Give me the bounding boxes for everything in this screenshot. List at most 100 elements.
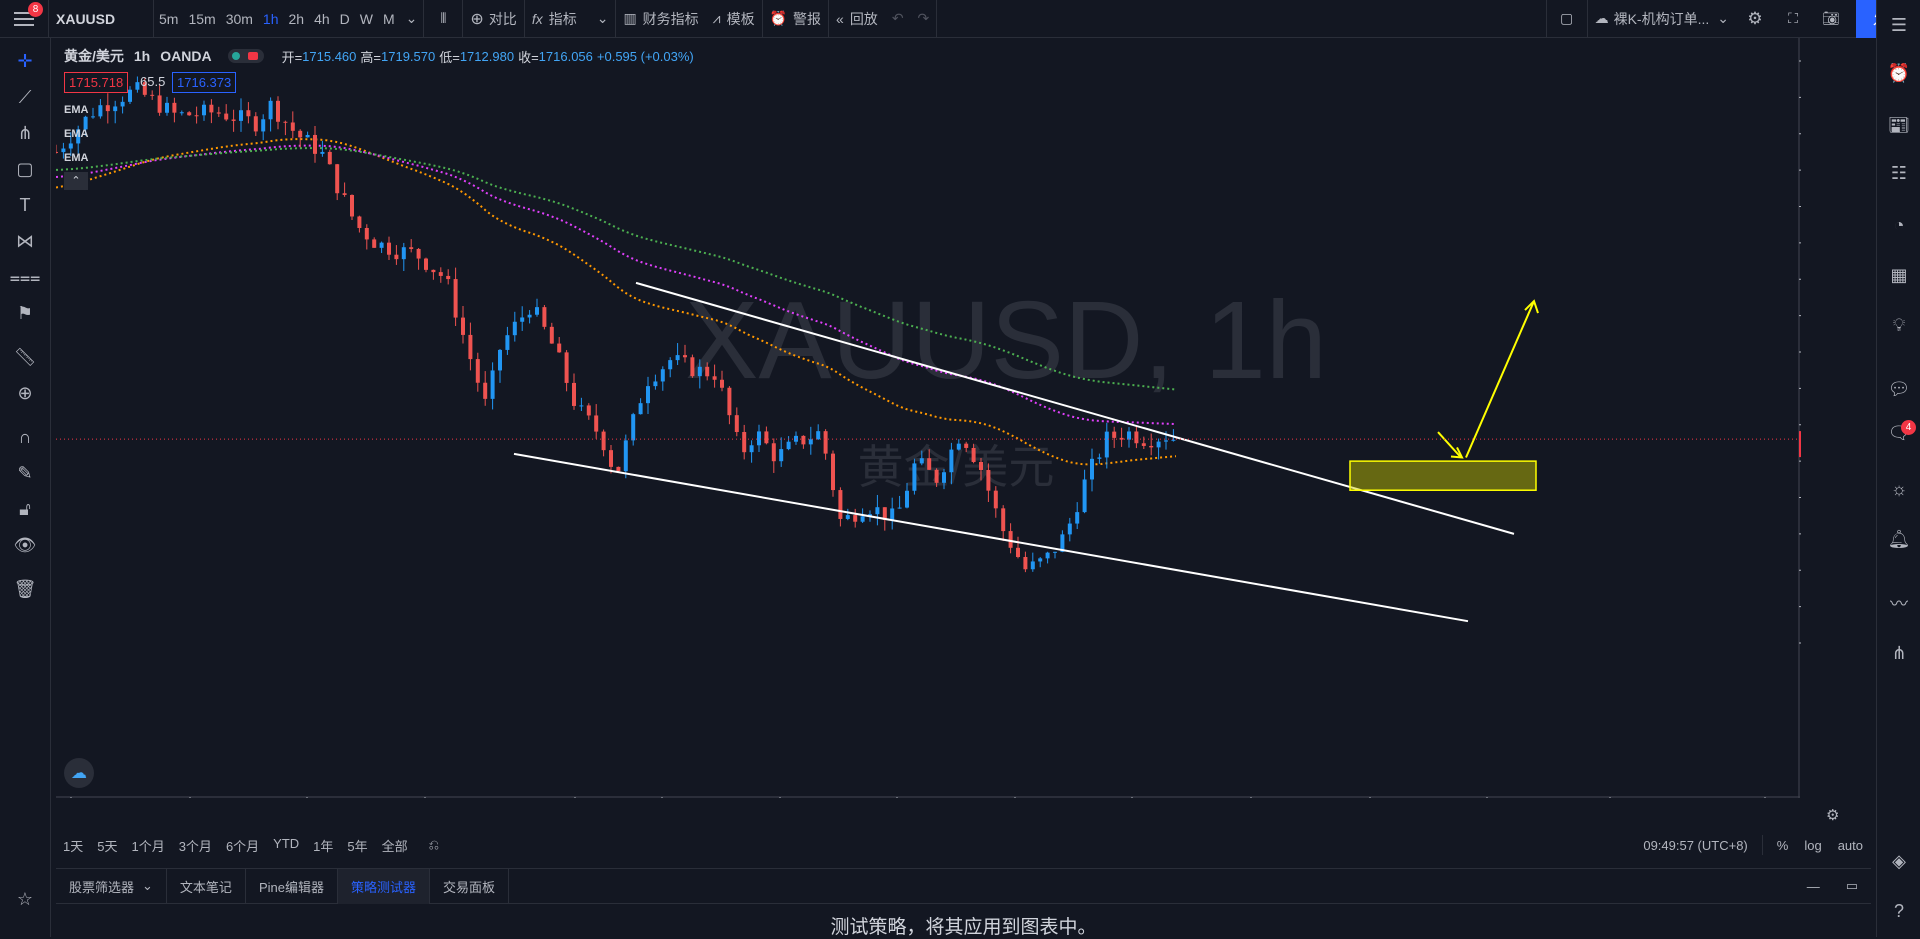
interval-2h[interactable]: 2h xyxy=(288,10,305,27)
crosshair-icon[interactable]: ✛ xyxy=(17,50,33,71)
calendar-icon[interactable]: ▦ xyxy=(1890,264,1908,285)
range-6[interactable]: 1年 xyxy=(313,838,334,854)
undo-button[interactable]: ↶ xyxy=(885,0,911,38)
help-icon[interactable]: ? xyxy=(1893,900,1904,921)
candle-body xyxy=(979,461,983,470)
prediction-icon[interactable]: ⩶ xyxy=(9,266,41,287)
candle-style-button[interactable]: ⫴ xyxy=(424,0,462,38)
tab-text-notes[interactable]: 文本笔记 xyxy=(167,868,246,904)
snapshot-button[interactable]: 📷︎ xyxy=(1812,0,1850,38)
hotlist-icon[interactable]: ◔ xyxy=(1893,214,1905,235)
axis-settings-button[interactable]: ⚙ xyxy=(1826,806,1839,824)
log-toggle[interactable]: log xyxy=(1804,837,1822,853)
lock-icon[interactable]: 🔓︎ xyxy=(19,498,31,519)
replay-button[interactable]: « 回放 xyxy=(829,0,885,38)
ema-label-1[interactable]: EMA xyxy=(64,104,89,116)
layout-name-button[interactable]: ☁ 裸K-机构订单... ⌄ xyxy=(1588,0,1736,38)
bulb-icon[interactable]: ☼ xyxy=(1890,478,1908,499)
indicators-button[interactable]: fx 指标 ⌄ xyxy=(525,0,616,38)
interval-30m[interactable]: 30m xyxy=(225,10,253,27)
layers-icon[interactable]: ◈ xyxy=(1892,850,1906,871)
projection-arrow[interactable] xyxy=(1465,300,1535,458)
fullscreen-button[interactable]: ⛶ xyxy=(1774,0,1812,38)
candle-body xyxy=(290,122,295,131)
tab-strategy-tester[interactable]: 策略测试器 xyxy=(337,868,430,904)
range-5[interactable]: YTD xyxy=(273,835,300,851)
interval-d[interactable]: D xyxy=(339,10,350,27)
magnet-icon[interactable]: ∩ xyxy=(18,426,32,447)
zoom-icon[interactable]: ⊕ xyxy=(17,382,33,403)
pattern-icon[interactable]: ⋈ xyxy=(16,230,34,251)
candle-body xyxy=(609,450,613,467)
tradingview-logo-button[interactable]: ☁ xyxy=(64,758,94,788)
star-icon[interactable]: ☆ xyxy=(16,888,34,909)
tab-stock-screener[interactable]: 股票筛选器 ⌄ xyxy=(56,868,167,904)
depth-icon[interactable]: 〰 xyxy=(1890,594,1908,614)
alerts-button[interactable]: ⏰ 警报 xyxy=(763,0,828,38)
shapes-icon[interactable]: ▢ xyxy=(16,158,34,179)
stay-drawing-icon[interactable]: ✎ xyxy=(17,462,33,483)
ema-label-2[interactable]: EMA xyxy=(64,128,89,140)
interval-w[interactable]: W xyxy=(359,10,373,27)
news-icon[interactable]: 📰︎ xyxy=(1887,114,1911,135)
candle-body xyxy=(638,403,643,415)
interval-dropdown-icon[interactable]: ⌄ xyxy=(405,10,418,26)
demand-zone-rectangle[interactable] xyxy=(1349,460,1537,491)
compare-button[interactable]: ⊕ 对比 xyxy=(463,0,523,38)
interval-15m[interactable]: 15m xyxy=(188,10,216,27)
eye-icon[interactable]: 👁︎ xyxy=(13,534,37,555)
range-2[interactable]: 1个月 xyxy=(131,838,165,854)
pullback-arrow[interactable] xyxy=(1437,431,1462,459)
ema-label-3[interactable]: EMA xyxy=(64,152,89,164)
tab-pine-editor[interactable]: Pine编辑器 xyxy=(246,868,338,904)
ruler-icon[interactable]: 📏︎ xyxy=(13,346,37,367)
interval-m[interactable]: M xyxy=(383,10,395,27)
lower-channel-line[interactable] xyxy=(513,452,1469,623)
minimize-panel-button[interactable]: — xyxy=(1794,869,1833,904)
redo-button[interactable]: ↷ xyxy=(911,0,937,38)
symbol-search[interactable]: XAUUSD xyxy=(56,10,116,27)
candle-body xyxy=(668,360,673,370)
watchlist-icon[interactable]: ☰ xyxy=(1890,14,1908,35)
range-0[interactable]: 1天 xyxy=(63,838,84,854)
trash-icon[interactable]: 🗑︎ xyxy=(13,578,37,599)
drawing-toolbar: ✛ ⟋ ⋔ ▢ T ⋈ ⩶ ⚑ 📏︎ ⊕ ∩ ✎ 🔓︎ 👁︎ 🗑︎ ☆ xyxy=(0,38,51,937)
percent-toggle[interactable]: % xyxy=(1776,837,1789,853)
interval-5m[interactable]: 5m xyxy=(159,10,179,27)
tab-trading-panel[interactable]: 交易面板 xyxy=(430,868,509,904)
text-icon[interactable]: T xyxy=(19,194,31,215)
network-icon[interactable]: ⋔ xyxy=(1891,642,1907,663)
collapse-legend-button[interactable]: ⌃ xyxy=(64,172,88,190)
details-icon[interactable]: ☷ xyxy=(1890,162,1908,183)
icons-tool-icon[interactable]: ⚑ xyxy=(16,302,34,323)
trendline-icon[interactable]: ⟋ xyxy=(18,86,32,107)
notifications-icon[interactable]: 🔔︎ xyxy=(1887,528,1911,549)
chat-icon[interactable]: 💬︎ xyxy=(1887,378,1911,399)
legend-toggle-icon[interactable] xyxy=(227,49,264,63)
range-1[interactable]: 5天 xyxy=(97,838,118,854)
range-4[interactable]: 6个月 xyxy=(225,838,260,854)
interval-4h[interactable]: 4h xyxy=(314,10,330,27)
cloud-logo-icon: ☁ xyxy=(71,765,87,782)
date-range-button[interactable]: ⎌ xyxy=(421,837,447,853)
alarm-clock-icon[interactable]: ⏰ xyxy=(1887,62,1911,83)
layout-grid-button[interactable]: ▢ xyxy=(1547,0,1587,38)
range-7[interactable]: 5年 xyxy=(347,838,368,854)
upper-channel-line[interactable] xyxy=(635,281,1515,535)
price-chart[interactable]: XAUUSD, 1h 黄金/美元 USD1820.0001810.0001800… xyxy=(56,38,1801,798)
range-8[interactable]: 全部 xyxy=(381,838,408,854)
bid-price-box[interactable]: 1715.718 xyxy=(64,72,129,93)
settings-button[interactable]: ⚙ xyxy=(1736,0,1774,38)
ask-price-box[interactable]: 1716.373 xyxy=(172,72,237,93)
clock-time[interactable]: 09:49:57 (UTC+8) xyxy=(1643,837,1748,853)
ideas-icon[interactable]: 💡︎ xyxy=(1892,314,1906,335)
range-3[interactable]: 3个月 xyxy=(178,838,212,854)
maximize-panel-button[interactable]: ▭ xyxy=(1833,869,1871,904)
pitchfork-icon[interactable]: ⋔ xyxy=(17,122,33,143)
interval-1h[interactable]: 1h xyxy=(262,10,279,27)
candle-body xyxy=(971,447,976,462)
templates-button[interactable]: ⩘ 模板 xyxy=(706,0,762,38)
main-menu-button[interactable]: 8 xyxy=(0,0,48,38)
auto-toggle[interactable]: auto xyxy=(1837,837,1863,853)
financials-button[interactable]: ▥ 财务指标 xyxy=(616,0,705,38)
